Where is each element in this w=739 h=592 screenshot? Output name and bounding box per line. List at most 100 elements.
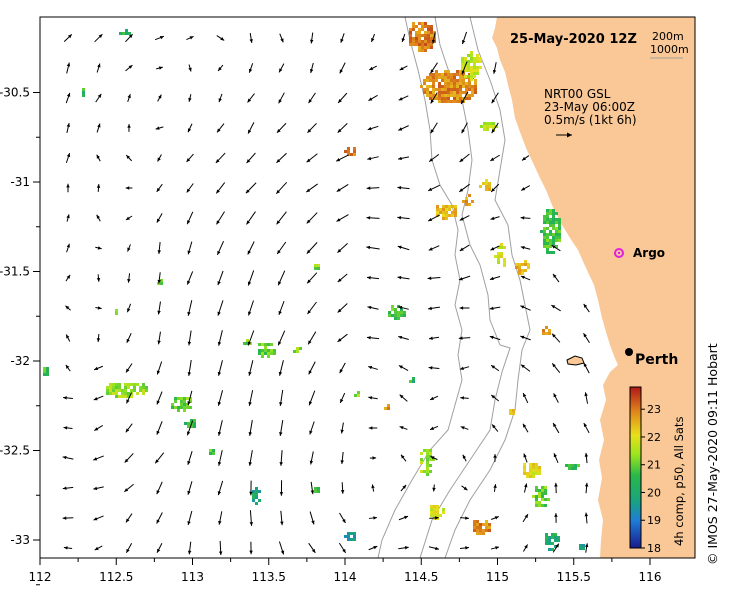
- sst-pixel: [430, 508, 433, 511]
- sst-pixel: [433, 505, 436, 508]
- current-arrow: [127, 273, 131, 283]
- current-arrow: [127, 244, 131, 252]
- sst-pixel: [524, 260, 527, 263]
- sst-pixel: [433, 514, 436, 517]
- current-arrow: [309, 62, 314, 74]
- sst-pixel: [432, 79, 435, 82]
- sst-pixel: [293, 350, 296, 353]
- current-arrow: [216, 211, 225, 225]
- current-arrow: [337, 273, 348, 283]
- current-arrow: [490, 245, 500, 251]
- sst-pixel: [433, 511, 436, 514]
- sst-pixel: [133, 389, 136, 392]
- sst-pixel: [186, 397, 189, 400]
- current-arrow: [398, 515, 409, 521]
- sst-pixel: [549, 233, 552, 236]
- sst-pixel: [544, 504, 547, 507]
- sst-pixel: [255, 496, 258, 499]
- sst-pixel: [209, 449, 212, 452]
- current-arrow: [66, 214, 70, 222]
- current-arrow: [246, 211, 256, 225]
- sst-pixel: [409, 31, 412, 34]
- sst-pixel: [249, 342, 252, 345]
- current-arrow: [66, 183, 70, 193]
- sst-pixel: [456, 94, 459, 97]
- sst-pixel: [264, 349, 267, 352]
- sst-pixel: [459, 85, 462, 88]
- sst-pixel: [438, 100, 441, 103]
- sst-pixel: [106, 386, 109, 389]
- sst-pixel: [273, 352, 276, 355]
- sst-pixel: [503, 258, 506, 261]
- current-arrow: [337, 122, 348, 134]
- current-arrow: [245, 182, 257, 194]
- sst-pixel: [461, 60, 464, 63]
- current-arrow: [369, 65, 377, 71]
- sst-pixel: [439, 514, 442, 517]
- current-arrow: [493, 454, 497, 462]
- sst-pixel: [412, 40, 415, 43]
- current-arrow: [306, 183, 318, 193]
- sst-pixel: [412, 37, 415, 40]
- sst-pixel: [456, 91, 459, 94]
- current-arrow: [428, 245, 440, 251]
- sst-pixel: [521, 272, 524, 275]
- sst-pixel: [467, 69, 470, 72]
- current-arrow: [522, 392, 529, 404]
- sst-pixel: [186, 403, 189, 406]
- sst-pixel: [347, 147, 350, 150]
- sst-pixel: [464, 66, 467, 69]
- sst-pixel: [190, 425, 193, 428]
- sst-pixel: [473, 57, 476, 60]
- sst-pixel: [125, 32, 128, 35]
- sst-pixel: [457, 562, 460, 565]
- current-arrow: [397, 185, 410, 190]
- current-arrow: [310, 481, 315, 495]
- sst-pixel: [464, 60, 467, 63]
- current-arrow: [339, 512, 346, 524]
- sst-pixel: [426, 88, 429, 91]
- sst-pixel: [267, 352, 270, 355]
- sst-pixel: [480, 125, 483, 128]
- sst-pixel: [461, 57, 464, 60]
- current-arrow: [398, 365, 409, 371]
- sst-pixel: [119, 32, 122, 35]
- sst-pixel: [557, 536, 560, 539]
- current-arrow: [124, 483, 134, 493]
- sst-pixel: [541, 498, 544, 501]
- sst-pixel: [436, 214, 439, 217]
- sst-pixel: [515, 263, 518, 266]
- sst-pixel: [543, 242, 546, 245]
- sst-pixel: [442, 205, 445, 208]
- sst-pixel: [412, 377, 415, 380]
- current-arrow: [247, 241, 255, 255]
- current-arrow: [428, 366, 440, 370]
- sst-pixel: [454, 559, 457, 562]
- argo-marker[interactable]: [614, 248, 624, 258]
- sst-pixel: [427, 37, 430, 40]
- sst-pixel: [183, 397, 186, 400]
- sst-pixel: [450, 79, 453, 82]
- sst-pixel: [526, 472, 529, 475]
- sst-pixel: [445, 211, 448, 214]
- sst-pixel: [448, 214, 451, 217]
- sst-pixel: [545, 536, 548, 539]
- sst-pixel: [549, 221, 552, 224]
- sst-pixel: [445, 205, 448, 208]
- sst-pixel: [353, 535, 356, 538]
- sst-pixel: [476, 532, 479, 535]
- sst-pixel: [142, 389, 145, 392]
- sst-pixel: [436, 208, 439, 211]
- sst-pixel: [526, 475, 529, 478]
- sst-pixel: [547, 498, 550, 501]
- current-arrow: [401, 33, 406, 43]
- sst-pixel: [579, 547, 582, 550]
- sst-pixel: [473, 72, 476, 75]
- current-arrow: [249, 480, 253, 496]
- sst-pixel: [447, 79, 450, 82]
- sst-pixel: [518, 269, 521, 272]
- current-arrow: [459, 366, 470, 370]
- perth-marker[interactable]: [625, 348, 633, 356]
- sst-pixel: [450, 76, 453, 79]
